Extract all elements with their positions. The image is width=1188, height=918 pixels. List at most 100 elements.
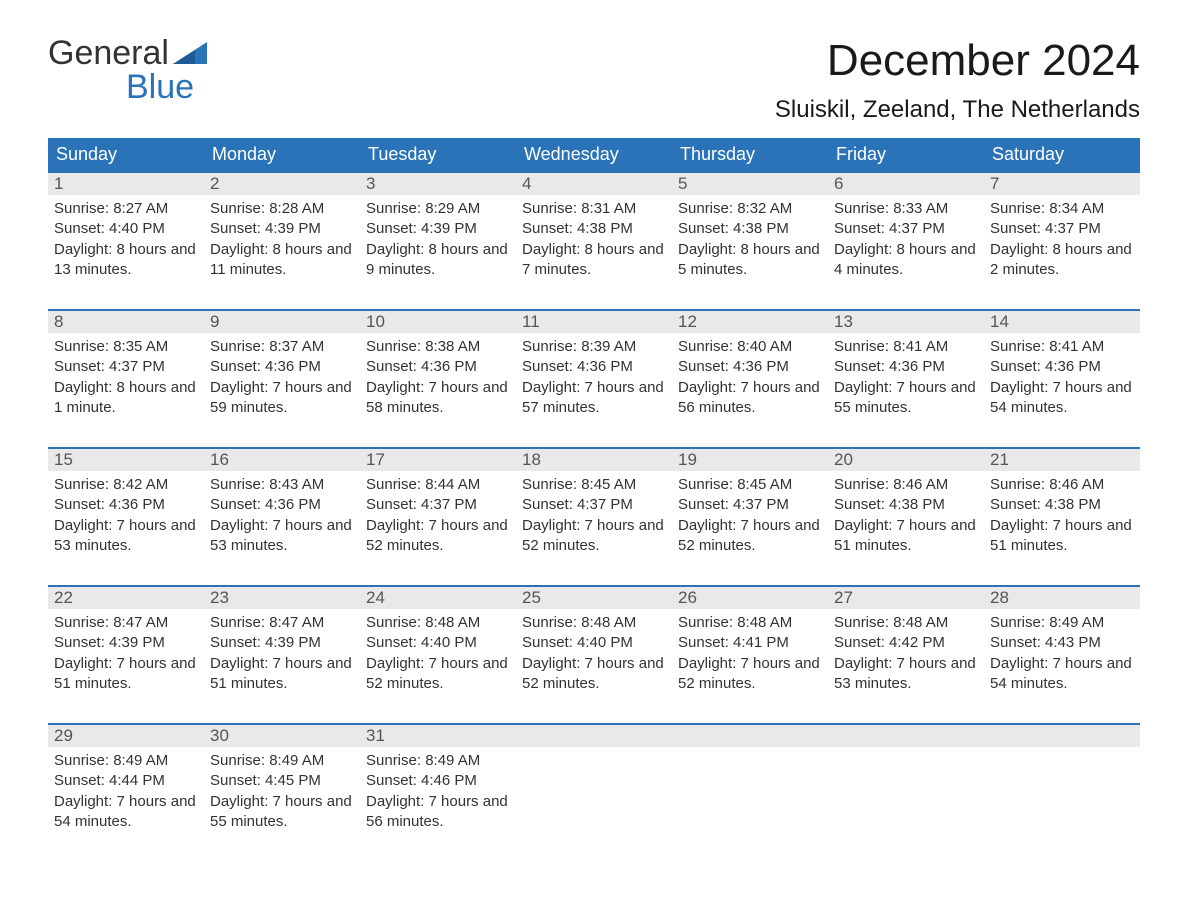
daylight-line: Daylight: 7 hours and 56 minutes. [366, 792, 510, 833]
weekday-heading: Thursday [672, 138, 828, 171]
sunset-line: Sunset: 4:39 PM [210, 219, 354, 239]
sunrise-line: Sunrise: 8:32 AM [678, 199, 822, 219]
day-details: Sunrise: 8:33 AMSunset: 4:37 PMDaylight:… [828, 195, 984, 284]
day-details: Sunrise: 8:48 AMSunset: 4:41 PMDaylight:… [672, 609, 828, 698]
daylight-line: Daylight: 7 hours and 54 minutes. [990, 654, 1134, 695]
calendar-day: 14Sunrise: 8:41 AMSunset: 4:36 PMDayligh… [984, 311, 1140, 431]
sunset-line: Sunset: 4:44 PM [54, 771, 198, 791]
sunset-line: Sunset: 4:43 PM [990, 633, 1134, 653]
day-details: Sunrise: 8:48 AMSunset: 4:42 PMDaylight:… [828, 609, 984, 698]
sunset-line: Sunset: 4:40 PM [522, 633, 666, 653]
calendar-week: 15Sunrise: 8:42 AMSunset: 4:36 PMDayligh… [48, 447, 1140, 569]
sunrise-line: Sunrise: 8:41 AM [834, 337, 978, 357]
sunset-line: Sunset: 4:36 PM [210, 357, 354, 377]
daylight-line: Daylight: 7 hours and 52 minutes. [366, 654, 510, 695]
weekday-header-row: SundayMondayTuesdayWednesdayThursdayFrid… [48, 138, 1140, 171]
day-number [516, 725, 672, 747]
sunrise-line: Sunrise: 8:49 AM [210, 751, 354, 771]
logo-text-2: Blue [48, 70, 207, 104]
day-number: 4 [516, 173, 672, 195]
sunrise-line: Sunrise: 8:46 AM [990, 475, 1134, 495]
daylight-line: Daylight: 7 hours and 51 minutes. [990, 516, 1134, 557]
calendar-day: 18Sunrise: 8:45 AMSunset: 4:37 PMDayligh… [516, 449, 672, 569]
title-block: December 2024 Sluiskil, Zeeland, The Net… [775, 36, 1140, 124]
sunset-line: Sunset: 4:42 PM [834, 633, 978, 653]
daylight-line: Daylight: 8 hours and 11 minutes. [210, 240, 354, 281]
day-details: Sunrise: 8:44 AMSunset: 4:37 PMDaylight:… [360, 471, 516, 560]
daylight-line: Daylight: 7 hours and 53 minutes. [210, 516, 354, 557]
day-number: 20 [828, 449, 984, 471]
calendar-day: 30Sunrise: 8:49 AMSunset: 4:45 PMDayligh… [204, 725, 360, 845]
daylight-line: Daylight: 7 hours and 51 minutes. [834, 516, 978, 557]
daylight-line: Daylight: 8 hours and 7 minutes. [522, 240, 666, 281]
sunrise-line: Sunrise: 8:48 AM [522, 613, 666, 633]
calendar: SundayMondayTuesdayWednesdayThursdayFrid… [48, 138, 1140, 845]
calendar-day: 15Sunrise: 8:42 AMSunset: 4:36 PMDayligh… [48, 449, 204, 569]
sunset-line: Sunset: 4:37 PM [990, 219, 1134, 239]
day-details: Sunrise: 8:45 AMSunset: 4:37 PMDaylight:… [516, 471, 672, 560]
day-number: 6 [828, 173, 984, 195]
calendar-day: 7Sunrise: 8:34 AMSunset: 4:37 PMDaylight… [984, 173, 1140, 293]
day-details: Sunrise: 8:37 AMSunset: 4:36 PMDaylight:… [204, 333, 360, 422]
calendar-week: 29Sunrise: 8:49 AMSunset: 4:44 PMDayligh… [48, 723, 1140, 845]
daylight-line: Daylight: 7 hours and 53 minutes. [54, 516, 198, 557]
sunset-line: Sunset: 4:37 PM [54, 357, 198, 377]
day-details: Sunrise: 8:49 AMSunset: 4:43 PMDaylight:… [984, 609, 1140, 698]
calendar-day: 23Sunrise: 8:47 AMSunset: 4:39 PMDayligh… [204, 587, 360, 707]
sunset-line: Sunset: 4:36 PM [834, 357, 978, 377]
sunset-line: Sunset: 4:37 PM [366, 495, 510, 515]
calendar-day: 31Sunrise: 8:49 AMSunset: 4:46 PMDayligh… [360, 725, 516, 845]
sunrise-line: Sunrise: 8:38 AM [366, 337, 510, 357]
day-number: 18 [516, 449, 672, 471]
calendar-week: 8Sunrise: 8:35 AMSunset: 4:37 PMDaylight… [48, 309, 1140, 431]
sunrise-line: Sunrise: 8:45 AM [678, 475, 822, 495]
sunset-line: Sunset: 4:38 PM [834, 495, 978, 515]
sunset-line: Sunset: 4:41 PM [678, 633, 822, 653]
daylight-line: Daylight: 7 hours and 52 minutes. [678, 516, 822, 557]
day-number: 31 [360, 725, 516, 747]
sunrise-line: Sunrise: 8:42 AM [54, 475, 198, 495]
logo-word-general: General [48, 36, 207, 70]
daylight-line: Daylight: 8 hours and 5 minutes. [678, 240, 822, 281]
day-number: 8 [48, 311, 204, 333]
calendar-day: 10Sunrise: 8:38 AMSunset: 4:36 PMDayligh… [360, 311, 516, 431]
day-number [672, 725, 828, 747]
calendar-day [672, 725, 828, 845]
day-details: Sunrise: 8:46 AMSunset: 4:38 PMDaylight:… [984, 471, 1140, 560]
day-number: 9 [204, 311, 360, 333]
day-number: 12 [672, 311, 828, 333]
day-number: 30 [204, 725, 360, 747]
day-details: Sunrise: 8:47 AMSunset: 4:39 PMDaylight:… [48, 609, 204, 698]
daylight-line: Daylight: 7 hours and 52 minutes. [678, 654, 822, 695]
day-details: Sunrise: 8:41 AMSunset: 4:36 PMDaylight:… [984, 333, 1140, 422]
calendar-day [828, 725, 984, 845]
sunset-line: Sunset: 4:37 PM [678, 495, 822, 515]
day-number: 25 [516, 587, 672, 609]
day-details: Sunrise: 8:49 AMSunset: 4:44 PMDaylight:… [48, 747, 204, 836]
calendar-day: 27Sunrise: 8:48 AMSunset: 4:42 PMDayligh… [828, 587, 984, 707]
sunset-line: Sunset: 4:36 PM [210, 495, 354, 515]
sunrise-line: Sunrise: 8:48 AM [366, 613, 510, 633]
sunrise-line: Sunrise: 8:43 AM [210, 475, 354, 495]
calendar-day: 20Sunrise: 8:46 AMSunset: 4:38 PMDayligh… [828, 449, 984, 569]
sunset-line: Sunset: 4:36 PM [522, 357, 666, 377]
calendar-day: 1Sunrise: 8:27 AMSunset: 4:40 PMDaylight… [48, 173, 204, 293]
sunrise-line: Sunrise: 8:29 AM [366, 199, 510, 219]
day-number: 2 [204, 173, 360, 195]
calendar-day: 8Sunrise: 8:35 AMSunset: 4:37 PMDaylight… [48, 311, 204, 431]
calendar-day [984, 725, 1140, 845]
sunrise-line: Sunrise: 8:33 AM [834, 199, 978, 219]
day-number: 29 [48, 725, 204, 747]
sunrise-line: Sunrise: 8:40 AM [678, 337, 822, 357]
daylight-line: Daylight: 7 hours and 51 minutes. [210, 654, 354, 695]
sunrise-line: Sunrise: 8:45 AM [522, 475, 666, 495]
day-number [984, 725, 1140, 747]
day-number: 27 [828, 587, 984, 609]
sunrise-line: Sunrise: 8:27 AM [54, 199, 198, 219]
sunrise-line: Sunrise: 8:41 AM [990, 337, 1134, 357]
calendar-week: 1Sunrise: 8:27 AMSunset: 4:40 PMDaylight… [48, 171, 1140, 293]
daylight-line: Daylight: 8 hours and 9 minutes. [366, 240, 510, 281]
sunrise-line: Sunrise: 8:39 AM [522, 337, 666, 357]
day-details: Sunrise: 8:46 AMSunset: 4:38 PMDaylight:… [828, 471, 984, 560]
day-details: Sunrise: 8:41 AMSunset: 4:36 PMDaylight:… [828, 333, 984, 422]
